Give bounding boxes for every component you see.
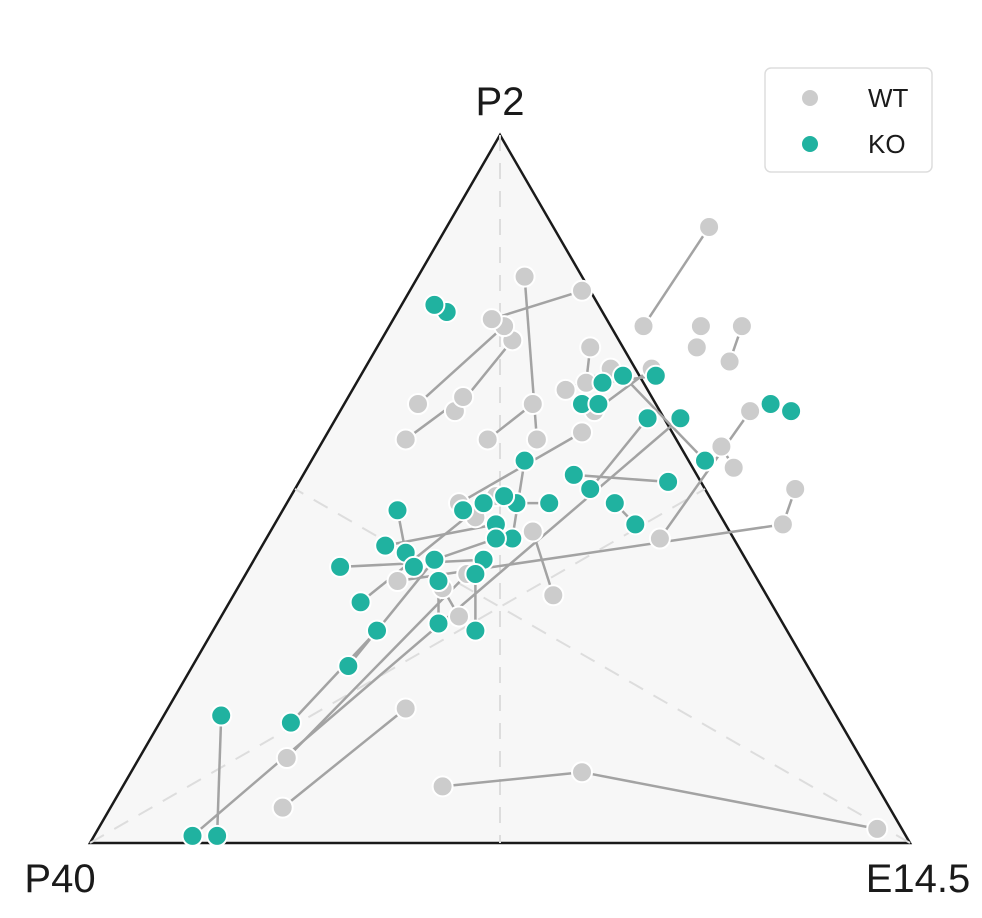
trajectory-line-wt-20 (491, 289, 583, 321)
point-ko-39 (587, 393, 610, 416)
point-wt-5 (722, 456, 745, 479)
point-ko-1 (210, 704, 233, 727)
point-ko-24 (493, 485, 516, 508)
point-wt-2 (431, 775, 454, 798)
trajectory-line-wt-19 (417, 325, 505, 405)
point-ko-15 (427, 570, 450, 593)
legend-label-ko: KO (868, 129, 906, 159)
point-ko-9 (669, 407, 692, 430)
point-ko-34 (644, 364, 667, 387)
point-ko-6 (562, 463, 585, 486)
point-wt-21 (521, 393, 544, 416)
point-wt-35 (394, 428, 417, 451)
point-wt-22 (476, 428, 499, 451)
point-ko-12 (337, 655, 360, 677)
trajectory-line-ko-5 (289, 629, 378, 724)
point-wt-23 (554, 378, 577, 401)
point-ko-4 (624, 513, 647, 536)
point-ko-5 (657, 470, 680, 493)
point-ko-22 (386, 499, 409, 522)
point-wt-13 (271, 796, 294, 819)
point-ko-3 (603, 492, 626, 515)
point-ko-31 (464, 619, 487, 642)
point-wt-45 (386, 570, 409, 593)
point-ko-27 (349, 591, 372, 614)
point-ko-33 (759, 393, 782, 416)
point-ko-36 (694, 449, 716, 472)
point-ko-0 (206, 824, 229, 847)
point-ko-40 (402, 555, 425, 578)
point-wt-43 (513, 265, 536, 288)
point-ko-35 (591, 371, 614, 394)
trajectory-line-ko-3 (573, 473, 669, 484)
point-ko-30 (464, 562, 487, 585)
point-wt-42 (698, 216, 721, 239)
point-ko-25 (452, 499, 475, 522)
point-ko-17 (538, 492, 561, 515)
point-wt-39 (480, 308, 503, 331)
trajectory-line-ko-18 (622, 374, 706, 462)
point-ko-19 (513, 449, 536, 472)
point-wt-10 (718, 350, 741, 373)
vertex-label-right: E14.5 (866, 857, 971, 901)
legend: WT KO (764, 67, 933, 173)
trajectory-line-ko-4 (589, 417, 649, 490)
point-wt-4 (784, 478, 807, 500)
legend-label-wt: WT (868, 83, 909, 113)
trajectory-line-wt-0 (581, 770, 878, 831)
point-wt-15 (275, 747, 298, 770)
point-ko-8 (636, 407, 659, 430)
legend-marker-wt (802, 90, 818, 106)
point-wt-11 (689, 315, 712, 338)
point-wt-0 (866, 817, 889, 840)
point-ko-32 (780, 400, 803, 423)
point-ko-2 (181, 824, 204, 847)
point-wt-3 (771, 513, 794, 536)
point-wt-44 (525, 428, 548, 451)
point-ko-21 (329, 555, 352, 578)
vertex-label-left: P40 (24, 857, 95, 901)
point-wt-36 (452, 385, 475, 408)
vertex-label-top: P2 (476, 80, 525, 124)
point-wt-37 (407, 393, 429, 416)
point-ko-26 (472, 492, 495, 515)
point-wt-6 (710, 435, 733, 458)
point-ko-13 (423, 548, 446, 571)
point-wt-27 (579, 336, 602, 359)
point-wt-9 (730, 315, 753, 338)
data-points (181, 216, 889, 847)
point-ko-41 (484, 527, 507, 550)
trajectory-line-wt-1 (442, 770, 583, 788)
legend-marker-ko (802, 136, 818, 152)
trajectory-line-wt-21 (642, 226, 711, 327)
point-wt-14 (394, 697, 417, 720)
point-ko-43 (423, 293, 446, 316)
point-ko-28 (374, 534, 397, 557)
point-wt-17 (448, 605, 470, 628)
point-ko-10 (366, 619, 388, 642)
point-ko-7 (579, 478, 602, 500)
point-ko-14 (427, 612, 450, 635)
point-wt-1 (571, 761, 593, 784)
point-wt-41 (632, 315, 655, 338)
median-line-left (89, 488, 706, 844)
trajectory-line-ko-6 (347, 559, 436, 667)
point-wt-8 (648, 527, 671, 550)
point-wt-29 (542, 584, 565, 607)
point-wt-30 (521, 520, 544, 543)
point-ko-11 (279, 711, 302, 734)
trajectory-line-wt-7 (281, 707, 407, 809)
trajectory-line-wt-8 (285, 573, 469, 759)
point-wt-32 (571, 421, 593, 444)
trajectory-line-wt-4 (658, 410, 752, 540)
point-wt-7 (739, 400, 762, 423)
point-wt-40 (571, 279, 593, 302)
point-ko-37 (612, 364, 634, 387)
point-wt-12 (685, 336, 708, 359)
